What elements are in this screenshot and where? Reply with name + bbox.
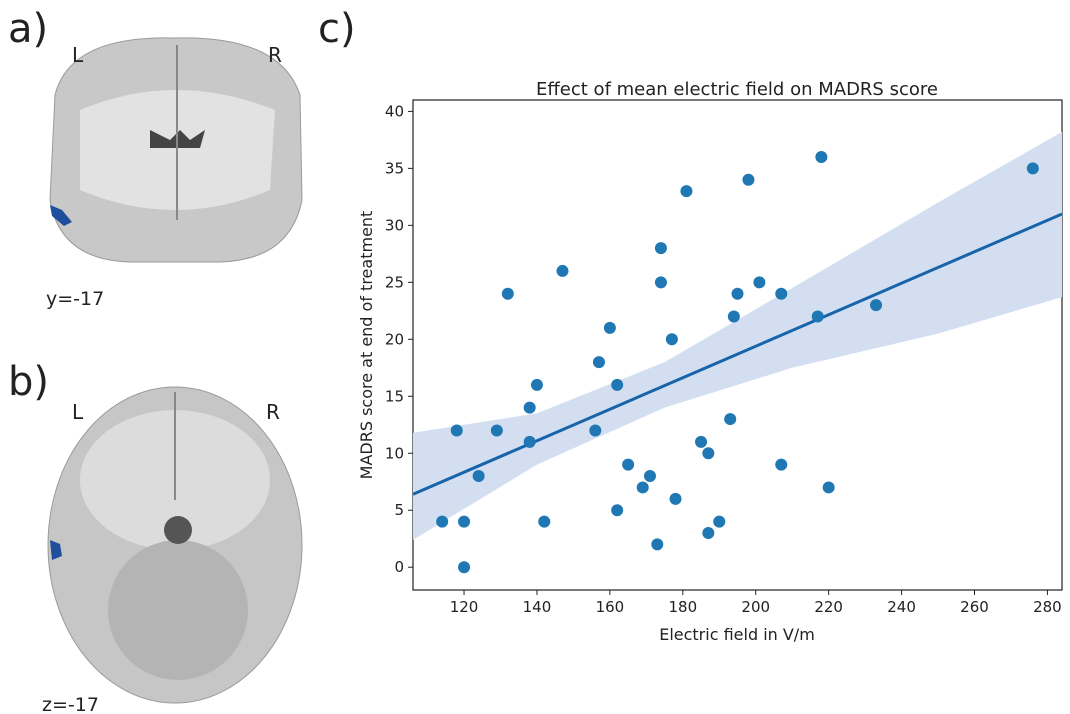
confidence-band	[413, 132, 1062, 540]
data-point	[823, 481, 835, 493]
slice-coordinate: y=-17	[46, 288, 104, 310]
y-tick-label: 40	[385, 102, 404, 120]
side-label: L	[72, 400, 84, 424]
data-point	[491, 424, 503, 436]
data-point	[870, 299, 882, 311]
data-point	[622, 459, 634, 471]
data-point	[589, 424, 601, 436]
data-point	[556, 265, 568, 277]
data-point	[732, 288, 744, 300]
data-point	[458, 561, 470, 573]
data-point	[651, 538, 663, 550]
y-tick-label: 20	[385, 330, 404, 348]
data-point	[702, 527, 714, 539]
data-point	[655, 276, 667, 288]
y-tick-label: 10	[385, 444, 404, 462]
data-point	[655, 242, 667, 254]
data-point	[611, 379, 623, 391]
x-axis-label: Electric field in V/m	[659, 625, 815, 644]
data-point	[670, 493, 682, 505]
data-point	[538, 516, 550, 528]
panel-label: c)	[318, 6, 356, 52]
side-label: L	[72, 43, 84, 67]
y-tick-label: 35	[385, 159, 404, 177]
y-axis-label: MADRS score at end of treatment	[357, 211, 376, 480]
x-tick-label: 180	[668, 598, 697, 616]
y-tick-label: 30	[385, 216, 404, 234]
figure: a) L R y=-17 b) L R z=-17 c) Effect of m…	[0, 0, 1070, 714]
panel-label: b)	[8, 359, 49, 405]
data-point	[524, 402, 536, 414]
y-tick-label: 0	[394, 558, 404, 576]
data-point	[604, 322, 616, 334]
data-point	[680, 185, 692, 197]
side-label: R	[266, 400, 280, 424]
data-point	[611, 504, 623, 516]
data-point	[524, 436, 536, 448]
data-point	[812, 311, 824, 323]
data-point	[742, 174, 754, 186]
side-label: R	[268, 43, 282, 67]
x-tick-label: 280	[1033, 598, 1062, 616]
x-tick-label: 120	[450, 598, 479, 616]
data-point	[815, 151, 827, 163]
data-point	[753, 276, 765, 288]
x-tick-label: 240	[887, 598, 916, 616]
panel-label: a)	[8, 6, 48, 52]
data-point	[1027, 162, 1039, 174]
data-point	[775, 288, 787, 300]
data-point	[713, 516, 725, 528]
data-point	[473, 470, 485, 482]
data-point	[593, 356, 605, 368]
x-tick-label: 140	[523, 598, 552, 616]
data-point	[502, 288, 514, 300]
axial-slice	[48, 387, 302, 703]
data-point	[531, 379, 543, 391]
chart-title: Effect of mean electric field on MADRS s…	[536, 79, 938, 100]
x-tick-label: 260	[960, 598, 989, 616]
y-tick-label: 25	[385, 273, 404, 291]
data-point	[666, 333, 678, 345]
regression-line	[413, 214, 1062, 494]
data-point	[458, 516, 470, 528]
data-point	[775, 459, 787, 471]
data-point	[724, 413, 736, 425]
data-point	[436, 516, 448, 528]
data-point	[695, 436, 707, 448]
data-point	[644, 470, 656, 482]
slice-coordinate: z=-17	[42, 694, 99, 714]
data-point	[451, 424, 463, 436]
data-point	[702, 447, 714, 459]
data-point	[728, 311, 740, 323]
x-tick-label: 220	[814, 598, 843, 616]
x-tick-label: 160	[596, 598, 625, 616]
y-tick-label: 15	[385, 387, 404, 405]
x-tick-label: 200	[741, 598, 770, 616]
y-tick-label: 5	[394, 501, 404, 519]
data-point	[637, 481, 649, 493]
coronal-slice	[50, 38, 302, 262]
